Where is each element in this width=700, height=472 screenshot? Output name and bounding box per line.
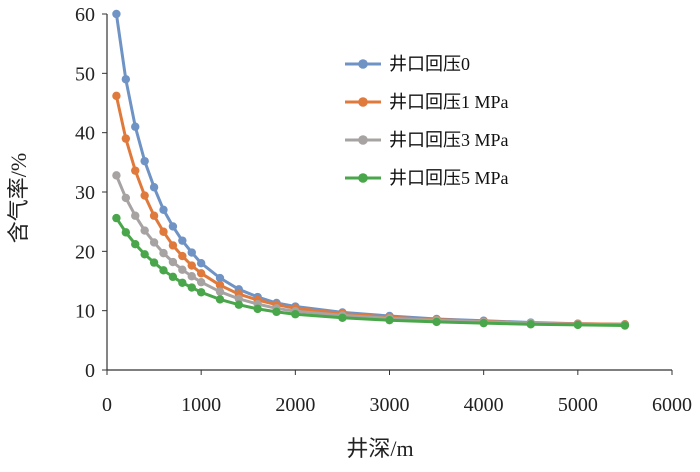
data-point (131, 211, 140, 220)
series-2 (112, 91, 630, 329)
y-tick-label: 30 (75, 182, 95, 204)
x-tick-label: 2000 (275, 394, 315, 416)
data-point (196, 269, 206, 278)
data-point (149, 183, 159, 192)
legend-marker (358, 59, 368, 69)
data-point (187, 248, 196, 257)
x-tick-label: 5000 (558, 394, 598, 416)
legend-item-2: 井口回压1 MPa (345, 92, 509, 112)
data-point (131, 122, 140, 131)
data-point (215, 273, 225, 283)
data-point (196, 277, 206, 287)
data-point (291, 310, 300, 319)
legend-item-1: 井口回压0 (345, 54, 470, 74)
data-point (149, 258, 159, 267)
series-line (115, 217, 625, 327)
data-point (159, 205, 168, 214)
data-point (196, 288, 206, 297)
y-tick-label: 60 (75, 4, 95, 26)
x-axis-title: 井深/m (346, 436, 413, 461)
data-point (140, 156, 149, 166)
data-point (215, 295, 225, 304)
data-point (168, 272, 178, 282)
data-point (272, 307, 281, 317)
legend: 井口回压0 井口回压1 MPa 井口回压3 MPa 井口回压5 MPa (345, 54, 509, 188)
x-tick-label: 0 (102, 394, 112, 416)
data-point (121, 75, 131, 84)
legend-label: 井口回压0 (389, 54, 470, 74)
data-point (140, 226, 149, 235)
y-tick-label: 10 (75, 301, 95, 323)
x-tick-label: 1000 (181, 394, 221, 416)
data-point (432, 317, 441, 327)
data-point (112, 213, 121, 223)
data-point (178, 278, 187, 287)
legend-marker (358, 173, 368, 183)
series-layer (112, 9, 630, 330)
data-point (187, 283, 196, 292)
data-point (149, 211, 159, 220)
data-point (479, 318, 488, 328)
data-point (253, 304, 262, 314)
data-point (526, 320, 535, 329)
x-tick-label: 3000 (370, 394, 410, 416)
data-point (131, 240, 140, 249)
data-point (620, 321, 630, 330)
data-point (178, 236, 187, 245)
data-point (140, 250, 149, 259)
data-point (168, 222, 178, 231)
data-point (112, 9, 121, 19)
data-point (121, 134, 131, 143)
data-point (159, 227, 168, 236)
y-tick-label: 40 (75, 123, 95, 145)
data-point (385, 315, 394, 325)
data-point (159, 248, 168, 258)
legend-label: 井口回压3 MPa (389, 130, 509, 150)
data-point (338, 313, 347, 322)
data-point (131, 166, 140, 175)
series-4 (112, 213, 630, 330)
legend-marker (358, 135, 368, 145)
data-point (168, 257, 178, 267)
x-tick-label: 6000 (652, 394, 692, 416)
legend-item-3: 井口回压3 MPa (345, 130, 509, 150)
y-tick-label: 0 (85, 360, 95, 382)
data-point (215, 280, 225, 290)
data-point (149, 238, 159, 247)
data-point (140, 191, 149, 200)
data-point (196, 259, 206, 268)
y-tick-label: 20 (75, 241, 95, 263)
data-point (187, 261, 196, 270)
legend-label: 井口回压5 MPa (389, 168, 509, 188)
data-point (234, 300, 244, 309)
data-point (178, 251, 187, 261)
data-point (168, 241, 178, 250)
data-point (112, 91, 121, 101)
data-point (178, 265, 187, 274)
series-1 (112, 9, 630, 329)
data-point (121, 193, 131, 203)
data-point (187, 272, 196, 281)
legend-label: 井口回压1 MPa (389, 92, 509, 112)
axes: 0 10 20 30 40 50 60 0 1000 2000 3000 4000 5000 6000 (75, 4, 692, 416)
y-tick-label: 50 (75, 63, 95, 85)
data-point (121, 228, 131, 237)
data-point (159, 266, 168, 275)
data-point (215, 287, 225, 296)
x-tick-label: 4000 (464, 394, 504, 416)
data-point (573, 320, 583, 330)
y-axis-title: 含气率/% (6, 153, 31, 243)
legend-item-4: 井口回压5 MPa (345, 168, 509, 188)
data-point (234, 294, 244, 303)
legend-marker (358, 97, 368, 107)
data-point (112, 171, 121, 180)
